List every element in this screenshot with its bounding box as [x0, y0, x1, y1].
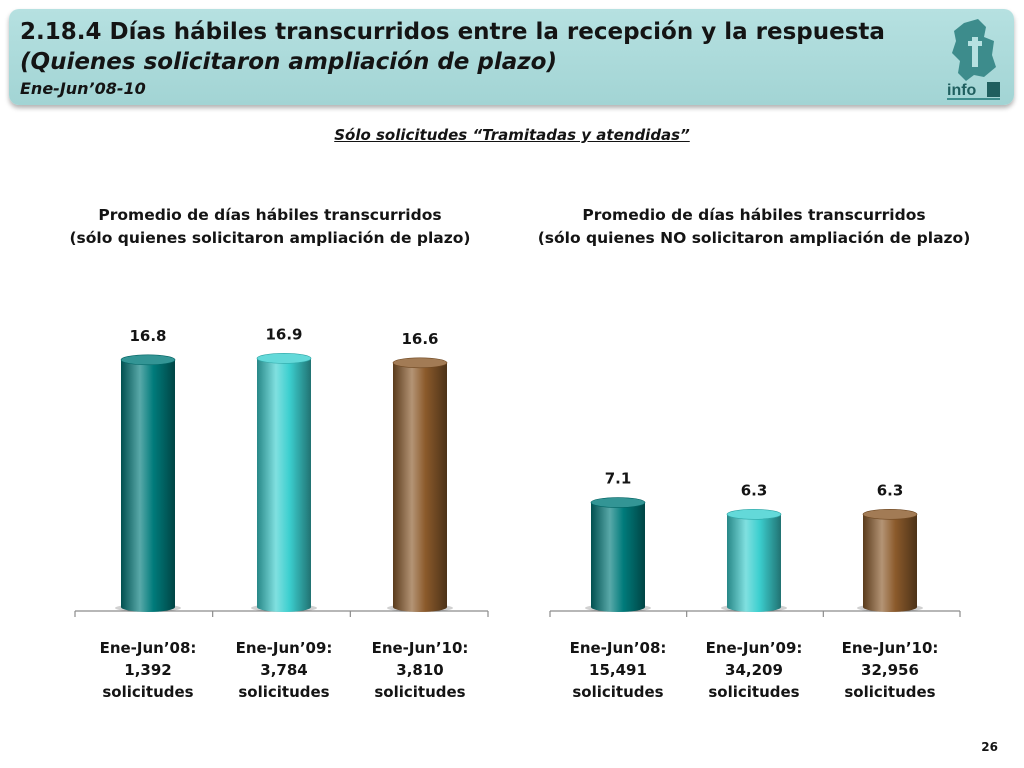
page-number: 26: [981, 740, 998, 754]
header-banner: 2.18.4 Días hábiles transcurridos entre …: [9, 9, 1014, 105]
chart1-title-line1: Promedio de días hábiles transcurridos: [98, 206, 442, 224]
chart1-category-label-2-line-2: 3,784: [260, 661, 307, 679]
chart1-category-label-2-line-1: Ene-Jun’09:: [236, 639, 333, 657]
chart2-title: Promedio de días hábiles transcurridos (…: [534, 204, 974, 250]
chart1-title: Promedio de días hábiles transcurridos (…: [60, 204, 480, 250]
chart2-category-label-1-line-2: 15,491: [589, 661, 647, 679]
chart1-bar-3: [387, 357, 453, 612]
chart2-bar-3: [857, 509, 923, 612]
chart2-category-label-3-line-2: 32,956: [861, 661, 919, 679]
section-subheading: Sólo solicitudes “Tramitadas y atendidas…: [334, 126, 690, 144]
chart2-category-label-1-line-3: solicitudes: [572, 683, 663, 701]
chart2-category-label-2-line-3: solicitudes: [708, 683, 799, 701]
chart2-category-label-2-line-2: 34,209: [725, 661, 783, 679]
chart1-category-label-1-line-1: Ene-Jun’08:: [100, 639, 197, 657]
chart2-category-label-1-line-1: Ene-Jun’08:: [570, 639, 667, 657]
infodf-logo: info: [947, 19, 1000, 100]
chart1-category-label-1-line-2: 1,392: [124, 661, 171, 679]
chart1-value-label-3: 16.6: [401, 330, 438, 348]
chart2-category-label-2-line-1: Ene-Jun’09:: [706, 639, 803, 657]
chart2-value-label-3: 6.3: [877, 481, 904, 499]
chart1-title-line2: (sólo quienes solicitaron ampliación de …: [69, 229, 471, 247]
chart2-value-label-2: 6.3: [741, 481, 768, 499]
chart1-value-label-1: 16.8: [129, 327, 166, 345]
chart1-category-label-3-line-3: solicitudes: [374, 683, 465, 701]
chart2-category-label-3-line-1: Ene-Jun’10:: [842, 639, 939, 657]
chart1-category-label-3-line-2: 3,810: [396, 661, 443, 679]
chart2-bar-2: [721, 509, 787, 612]
chart2-title-line2: (sólo quienes NO solicitaron ampliación …: [537, 229, 971, 247]
chart1-value-label-2: 16.9: [265, 325, 302, 343]
chart2-category-label-3-line-3: solicitudes: [844, 683, 935, 701]
chart1-category-label-2-line-3: solicitudes: [238, 683, 329, 701]
chart1-category-label-3-line-1: Ene-Jun’10:: [372, 639, 469, 657]
chart2-bar-1: [585, 497, 651, 612]
chart2-title-line1: Promedio de días hábiles transcurridos: [582, 206, 926, 224]
page-subtitle: (Quienes solicitaron ampliación de plazo…: [20, 49, 557, 75]
logo-text: info: [947, 82, 977, 99]
page-title: 2.18.4 Días hábiles transcurridos entre …: [20, 19, 885, 45]
chart1-bar-1: [115, 354, 181, 612]
chart2-value-label-1: 7.1: [605, 470, 632, 488]
chart1-bar-2: [251, 353, 317, 612]
chart1-category-label-1-line-3: solicitudes: [102, 683, 193, 701]
period-label: Ene-Jun’08-10: [20, 79, 146, 98]
